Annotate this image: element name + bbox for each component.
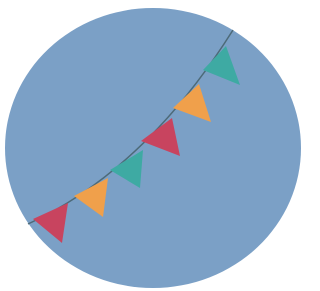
illustration bbox=[0, 0, 305, 291]
blue-circle bbox=[5, 8, 301, 288]
page: Bunting circle {} html, body { margin: 0… bbox=[0, 0, 305, 291]
page-body: (() => { const data = JSON.parse(documen… bbox=[0, 0, 305, 291]
